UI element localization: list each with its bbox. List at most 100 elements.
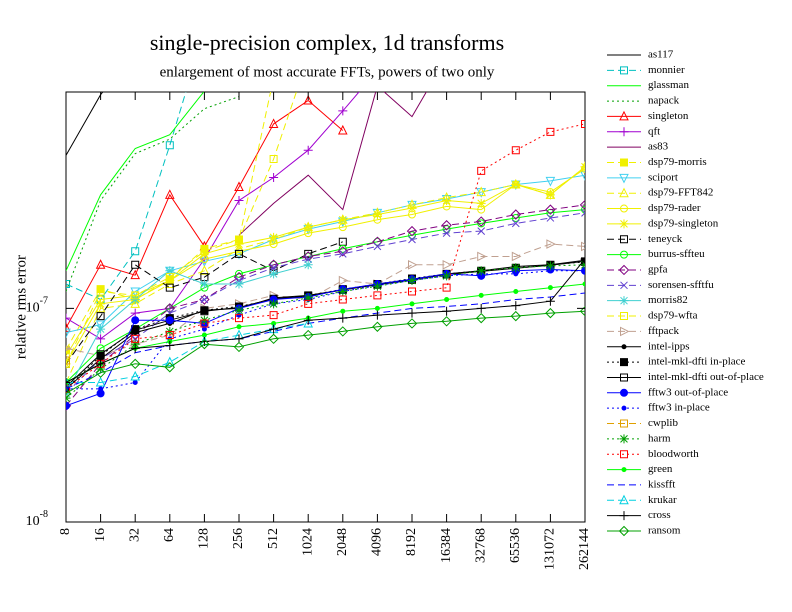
point <box>511 213 520 222</box>
x-tick-label: 32 <box>127 528 142 542</box>
series-line <box>66 322 309 383</box>
series-line <box>66 283 585 383</box>
legend-label: cwplib <box>648 417 678 429</box>
legend-label: cross <box>648 509 671 521</box>
series-line <box>66 96 240 292</box>
point <box>510 209 522 220</box>
legend-label: dsp79-wfta <box>648 310 698 322</box>
point <box>234 239 244 249</box>
point <box>165 266 175 276</box>
legend-label: dsp79-singleton <box>648 217 719 229</box>
point <box>165 341 175 351</box>
series-line <box>66 212 585 394</box>
point <box>235 314 243 323</box>
point <box>338 275 349 286</box>
point <box>96 350 105 359</box>
point <box>303 293 313 303</box>
legend-marker <box>619 127 629 137</box>
point <box>96 359 106 369</box>
point <box>372 281 382 291</box>
series-line <box>66 292 585 390</box>
point <box>338 106 348 116</box>
point <box>581 208 585 217</box>
point <box>132 379 138 385</box>
point <box>302 329 314 341</box>
series-line <box>66 268 585 407</box>
point <box>337 326 349 337</box>
point <box>131 316 140 325</box>
point <box>441 195 452 205</box>
point <box>234 305 244 315</box>
legend-marker <box>620 373 628 382</box>
legend-marker <box>621 405 627 411</box>
point <box>478 292 484 298</box>
legend-marker <box>619 110 629 121</box>
chart-title: single-precision complex, 1d transforms <box>150 30 504 55</box>
x-tick-label: 131072 <box>543 528 558 570</box>
point <box>96 364 106 374</box>
legend-label: intel-ipps <box>648 340 690 352</box>
point <box>199 294 210 305</box>
legend-label: sorensen-sfftfu <box>648 279 714 291</box>
point <box>235 235 243 244</box>
point <box>476 198 486 208</box>
point <box>164 362 176 373</box>
point <box>408 259 418 270</box>
legend-marker <box>620 326 630 337</box>
series-line <box>66 243 585 357</box>
point <box>234 279 244 289</box>
series-line <box>66 261 585 390</box>
legend-label: fftw3 in-place <box>648 402 710 414</box>
x-tick-label: 16 <box>93 528 108 542</box>
x-tick-label: 32768 <box>473 528 488 563</box>
point <box>130 343 140 353</box>
point <box>442 259 453 270</box>
series-line <box>66 92 205 272</box>
point <box>165 141 174 150</box>
point <box>441 220 452 231</box>
x-tick-label: 1024 <box>300 528 315 556</box>
point <box>441 316 452 327</box>
point <box>164 356 175 367</box>
point <box>165 273 174 282</box>
point <box>408 287 416 296</box>
plot-area <box>66 92 585 411</box>
point <box>407 276 417 286</box>
point <box>95 259 106 269</box>
point <box>545 261 555 271</box>
point <box>581 257 585 266</box>
point <box>96 334 106 344</box>
point <box>269 263 278 272</box>
x-tick-label: 2048 <box>335 528 350 556</box>
point <box>199 265 210 275</box>
point <box>475 216 487 227</box>
point <box>66 401 70 410</box>
legend-marker <box>620 204 628 213</box>
legend-label: dsp79-rader <box>648 202 701 214</box>
point <box>476 303 486 313</box>
x-tick-label: 4096 <box>370 528 385 556</box>
point <box>66 345 72 352</box>
point <box>304 252 313 261</box>
point <box>131 334 140 343</box>
point <box>337 246 349 257</box>
point <box>234 181 244 191</box>
point <box>131 260 140 269</box>
point <box>131 291 140 300</box>
point <box>303 317 314 328</box>
series-line <box>66 166 585 383</box>
point <box>95 376 106 387</box>
legend-label: ransom <box>648 525 681 537</box>
series-line <box>66 166 585 365</box>
point <box>374 305 380 311</box>
point <box>130 370 141 381</box>
point <box>338 249 347 258</box>
legend-marker <box>619 187 629 198</box>
point <box>444 297 450 303</box>
point <box>130 298 141 308</box>
point <box>96 312 105 321</box>
point <box>546 127 555 136</box>
legend-marker <box>619 511 629 521</box>
point <box>96 287 105 296</box>
legend-label: sciport <box>648 171 678 183</box>
